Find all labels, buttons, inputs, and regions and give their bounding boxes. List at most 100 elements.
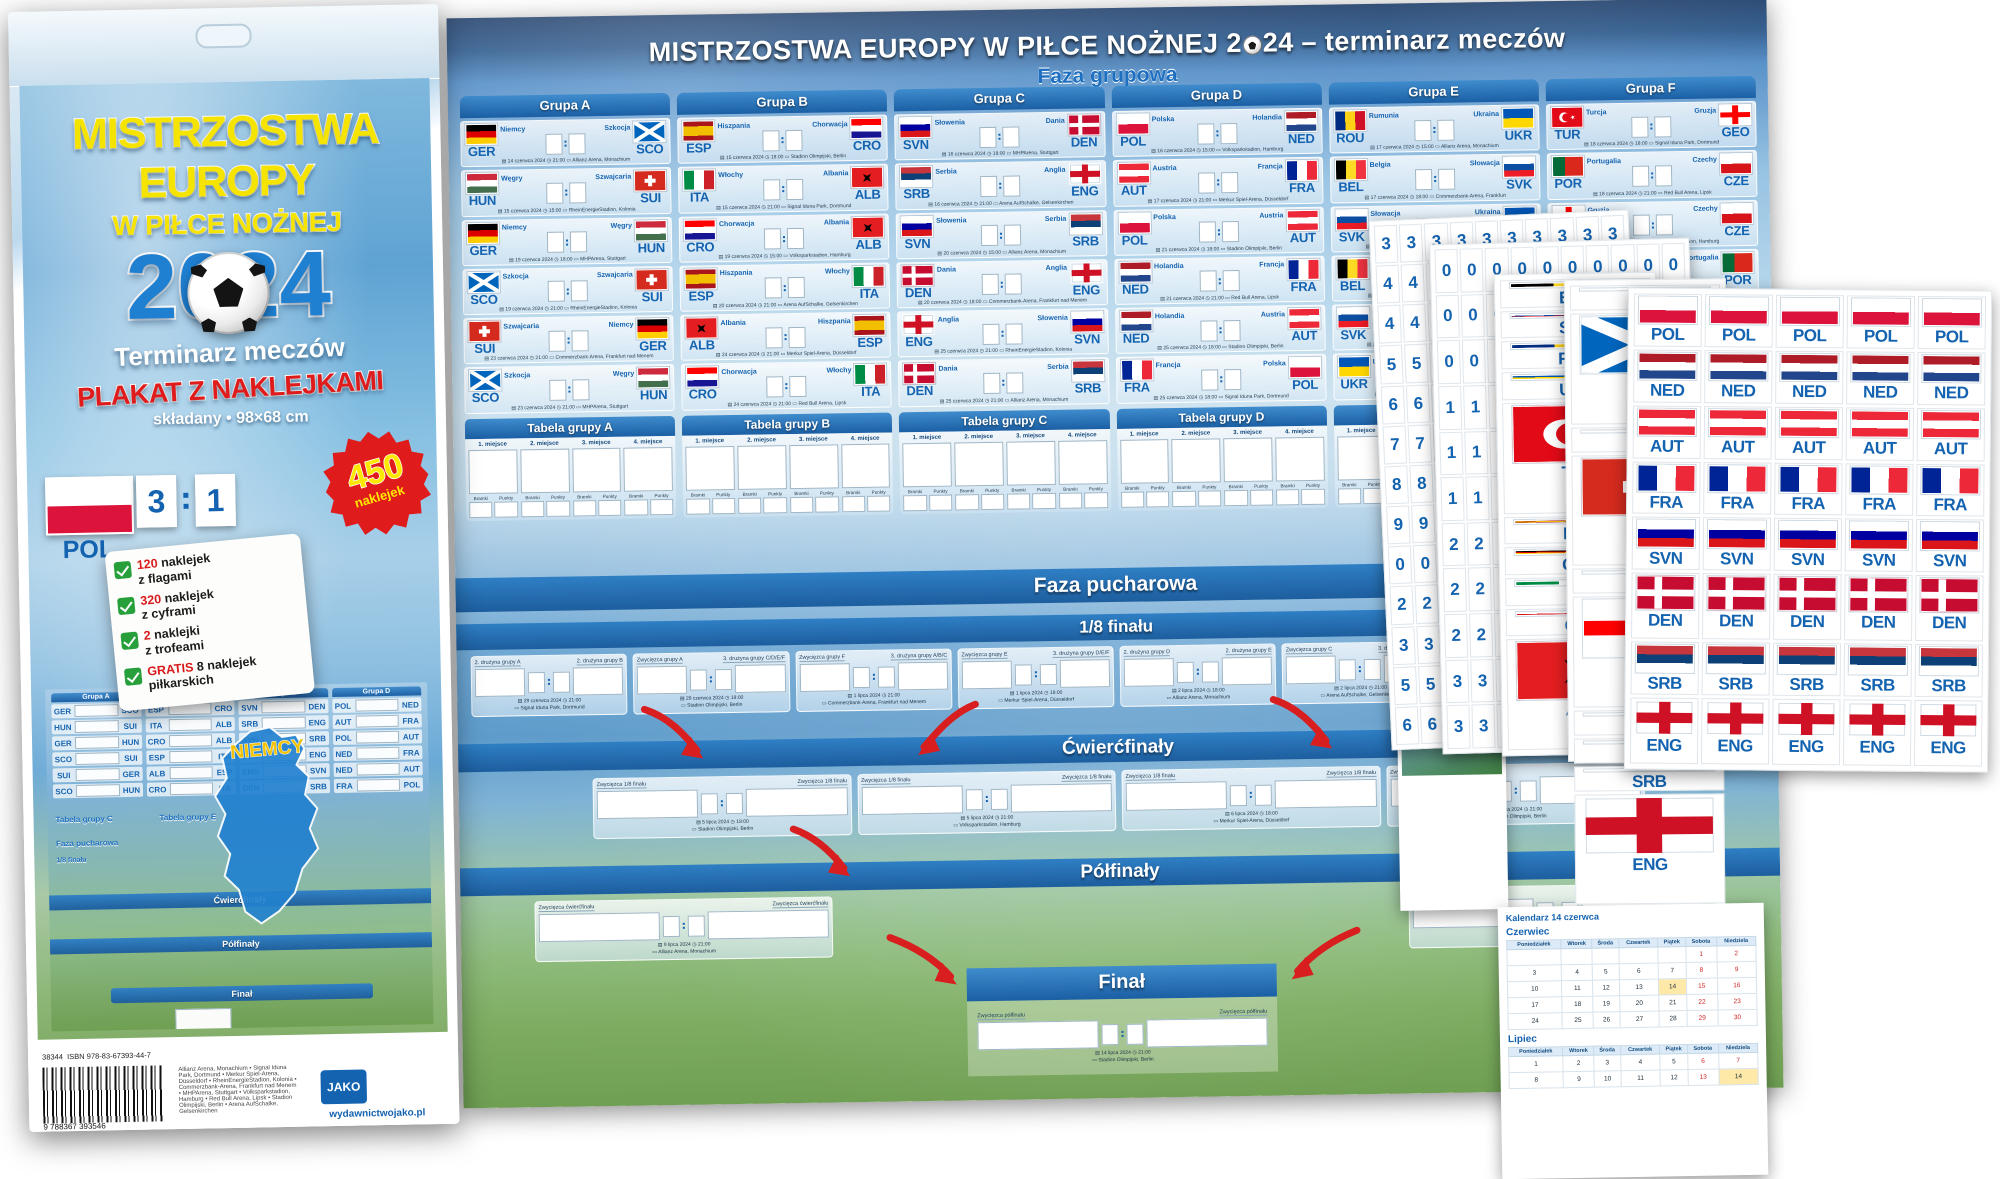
home-score-slot[interactable]: [1199, 270, 1217, 293]
number-sticker[interactable]: 1: [1463, 384, 1488, 430]
flag-sticker[interactable]: SRB: [1772, 642, 1842, 697]
number-sticker[interactable]: 2: [1442, 568, 1468, 613]
table-value-slot[interactable]: [1032, 492, 1057, 509]
knockout-away-slot[interactable]: [1221, 656, 1273, 686]
flag-sticker[interactable]: NED: [1704, 349, 1773, 404]
knockout-away-score[interactable]: [1039, 663, 1057, 685]
flag-sticker[interactable]: POL: [1846, 295, 1916, 349]
number-sticker[interactable]: 2: [1468, 567, 1493, 612]
number-sticker[interactable]: 8: [1384, 465, 1410, 505]
flag-sticker[interactable]: AUT: [1632, 405, 1702, 459]
home-score-slot[interactable]: [1414, 168, 1433, 191]
knockout-home-slot[interactable]: [1125, 781, 1228, 811]
home-score-slot[interactable]: [545, 133, 563, 155]
away-score-slot[interactable]: [1222, 319, 1241, 341]
number-sticker[interactable]: 6: [1405, 384, 1431, 424]
knockout-home-slot[interactable]: [861, 785, 963, 816]
away-score-slot[interactable]: [571, 329, 589, 352]
home-score-slot[interactable]: [546, 182, 564, 204]
knockout-home-slot[interactable]: [596, 789, 699, 820]
knockout-home-slot[interactable]: [474, 668, 526, 698]
table-value-slot[interactable]: [903, 494, 928, 511]
home-score-slot[interactable]: [764, 277, 783, 299]
table-value-slot[interactable]: [1145, 490, 1170, 508]
flag-sticker[interactable]: POL: [1633, 293, 1703, 347]
knockout-home-score[interactable]: [1176, 661, 1195, 683]
knockout-away-score[interactable]: [990, 788, 1008, 810]
home-score-slot[interactable]: [762, 129, 780, 152]
team-sticker-slot[interactable]: [1057, 439, 1108, 485]
table-value-slot[interactable]: [649, 498, 674, 515]
table-value-slot[interactable]: [789, 496, 814, 513]
home-score-slot[interactable]: [1413, 119, 1432, 141]
knockout-away-score[interactable]: [877, 665, 895, 688]
away-score-slot[interactable]: [568, 132, 586, 155]
number-sticker[interactable]: 4: [1402, 303, 1428, 343]
home-score-slot[interactable]: [1200, 369, 1219, 391]
number-sticker[interactable]: 7: [1382, 425, 1408, 465]
flag-sticker[interactable]: SRB: [1914, 644, 1984, 698]
away-score-slot[interactable]: [789, 375, 807, 397]
table-value-slot[interactable]: [1249, 489, 1274, 506]
knockout-home-score[interactable]: [965, 788, 983, 810]
flag-sticker[interactable]: SVN: [1915, 519, 1985, 573]
table-value-slot[interactable]: [928, 494, 953, 511]
number-sticker[interactable]: 3: [1445, 659, 1470, 704]
knockout-home-score[interactable]: [1229, 784, 1248, 806]
number-sticker[interactable]: 0: [1460, 293, 1486, 338]
table-value-slot[interactable]: [520, 500, 545, 517]
table-value-slot[interactable]: [1337, 487, 1362, 504]
table-value-slot[interactable]: [711, 497, 736, 514]
number-sticker[interactable]: 4: [1400, 263, 1426, 303]
team-sticker-slot[interactable]: [840, 443, 891, 488]
team-sticker-slot[interactable]: [902, 442, 953, 487]
number-sticker[interactable]: 5: [1418, 664, 1444, 704]
flag-sticker[interactable]: AUT: [1703, 405, 1773, 460]
number-sticker[interactable]: 3: [1398, 223, 1424, 263]
away-score-slot[interactable]: [1654, 165, 1673, 187]
knockout-away-score[interactable]: [687, 914, 705, 937]
table-value-slot[interactable]: [738, 497, 762, 514]
flag-sticker[interactable]: ENG: [1842, 699, 1912, 766]
team-sticker-slot[interactable]: [468, 448, 518, 494]
away-score-slot[interactable]: [572, 379, 590, 401]
knockout-away-slot[interactable]: [1274, 778, 1377, 809]
table-value-slot[interactable]: [1197, 489, 1222, 507]
knockout-away-slot[interactable]: [897, 661, 948, 691]
knockout-away-score[interactable]: [1201, 660, 1220, 683]
flag-sticker[interactable]: NED: [1917, 351, 1986, 406]
number-sticker[interactable]: 3: [1373, 224, 1399, 264]
team-sticker-slot[interactable]: [685, 445, 735, 491]
away-score-slot[interactable]: [1002, 126, 1021, 148]
away-score-slot[interactable]: [1223, 368, 1242, 391]
table-value-slot[interactable]: [1084, 491, 1108, 508]
flag-sticker[interactable]: FRA: [1632, 461, 1701, 515]
home-score-slot[interactable]: [547, 280, 566, 303]
team-sticker-slot[interactable]: [1119, 438, 1170, 484]
flag-sticker[interactable]: POL: [1917, 295, 1987, 350]
team-sticker-slot[interactable]: [1275, 436, 1325, 481]
number-sticker[interactable]: 0: [1412, 544, 1438, 584]
number-sticker[interactable]: 1: [1465, 476, 1490, 521]
flag-sticker[interactable]: AUT: [1774, 406, 1844, 460]
knockout-away-score[interactable]: [1364, 658, 1382, 680]
number-sticker[interactable]: 2: [1389, 585, 1415, 625]
home-score-slot[interactable]: [1197, 172, 1215, 194]
knockout-home-score[interactable]: [1339, 658, 1357, 680]
knockout-away-slot[interactable]: [745, 787, 848, 817]
flag-sticker[interactable]: SRB: [1843, 643, 1913, 697]
table-value-slot[interactable]: [686, 497, 710, 515]
home-score-slot[interactable]: [1631, 165, 1650, 187]
team-sticker-slot[interactable]: [1171, 437, 1222, 483]
flag-sticker[interactable]: AUT: [1845, 407, 1915, 461]
away-score-slot[interactable]: [1654, 115, 1672, 138]
away-score-slot[interactable]: [787, 227, 805, 250]
home-score-slot[interactable]: [548, 330, 566, 352]
knockout-away-score[interactable]: [1254, 784, 1273, 806]
knockout-away-slot[interactable]: [572, 666, 624, 696]
home-score-slot[interactable]: [1631, 116, 1649, 138]
number-sticker[interactable]: 2: [1414, 584, 1440, 624]
away-score-slot[interactable]: [1005, 273, 1023, 296]
home-score-slot[interactable]: [981, 224, 999, 247]
flag-sticker[interactable]: SVN: [1773, 518, 1843, 572]
